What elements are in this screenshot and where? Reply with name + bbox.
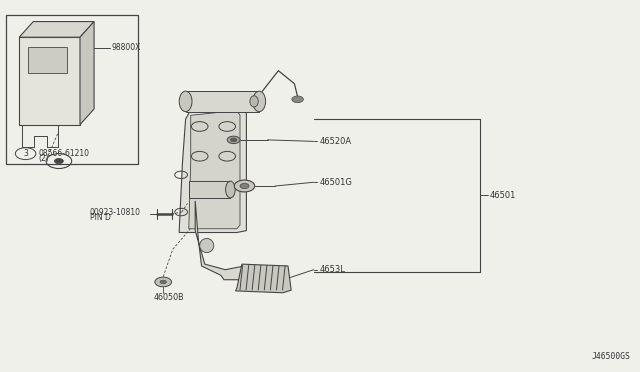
Ellipse shape: [200, 238, 214, 253]
Ellipse shape: [253, 91, 266, 112]
Circle shape: [155, 277, 172, 287]
Polygon shape: [195, 201, 250, 280]
Text: J46500GS: J46500GS: [591, 352, 630, 361]
Circle shape: [54, 158, 63, 164]
Text: 3: 3: [23, 149, 28, 158]
Text: 46520A: 46520A: [320, 137, 352, 146]
Ellipse shape: [250, 96, 259, 107]
Bar: [189, 181, 230, 198]
Text: 4653L: 4653L: [320, 265, 346, 274]
Polygon shape: [19, 22, 94, 37]
Circle shape: [227, 136, 240, 144]
Ellipse shape: [225, 181, 236, 198]
Bar: [28, 47, 67, 73]
Circle shape: [292, 96, 303, 103]
Bar: [19, 37, 80, 125]
Circle shape: [240, 183, 249, 189]
Text: 08566-61210: 08566-61210: [38, 149, 90, 158]
Text: PIN D: PIN D: [90, 213, 111, 222]
Text: (2): (2): [38, 154, 49, 163]
Circle shape: [230, 138, 237, 142]
Bar: [186, 91, 259, 112]
Circle shape: [234, 180, 255, 192]
Text: 46501: 46501: [490, 191, 516, 200]
Text: 46501G: 46501G: [320, 178, 353, 187]
Ellipse shape: [179, 91, 192, 112]
Polygon shape: [80, 22, 94, 125]
Polygon shape: [236, 264, 291, 293]
Text: 00923-10810: 00923-10810: [90, 208, 141, 217]
Bar: [6, 15, 138, 164]
Polygon shape: [189, 110, 240, 229]
Text: 98800X: 98800X: [112, 43, 141, 52]
Text: 46050B: 46050B: [154, 293, 184, 302]
Circle shape: [160, 280, 166, 284]
Polygon shape: [179, 106, 246, 232]
